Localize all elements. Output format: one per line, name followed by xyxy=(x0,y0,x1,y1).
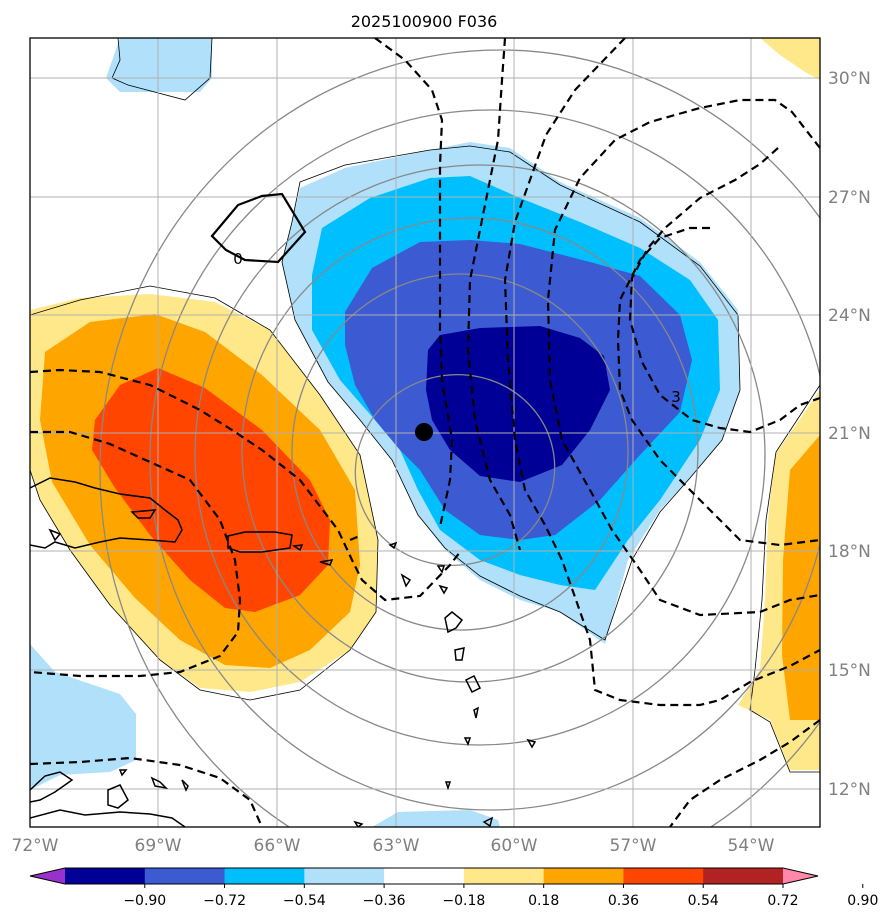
lat-label: 15°N xyxy=(828,661,871,681)
map-frame xyxy=(29,37,821,828)
colorbar-tick-label: −0.90 xyxy=(123,893,166,909)
colorbar-bin xyxy=(65,868,146,884)
solid-contour xyxy=(210,192,307,264)
field-contour-light-blue-sw xyxy=(30,644,136,790)
hispaniola-outline xyxy=(30,477,183,549)
colorbar-tick-label: 0.72 xyxy=(767,893,798,909)
field-contour-light-blue-north xyxy=(106,38,212,92)
colorbar-bin xyxy=(703,868,784,884)
colorbar-extend-high xyxy=(783,868,818,884)
contour-label-3: 3 xyxy=(671,388,681,406)
colorbar-bin xyxy=(384,868,465,884)
lon-label: 72°W xyxy=(12,836,59,856)
colorbar-tick-label: 0.18 xyxy=(528,893,559,909)
graticule xyxy=(30,38,820,827)
latitude-labels: 30°N 27°N 24°N 21°N 18°N 15°N 12°N xyxy=(828,69,871,800)
colorbar-tick-label: 0.90 xyxy=(847,893,878,909)
colorbar-bin xyxy=(463,868,545,884)
colorbar-tick-label: −0.72 xyxy=(203,893,246,909)
lon-label: 66°W xyxy=(254,836,301,856)
lat-label: 18°N xyxy=(828,542,871,562)
field-contour-light-blue-south xyxy=(372,810,500,827)
field-contour-yellow-northeast xyxy=(760,38,820,80)
gray-contours xyxy=(99,49,820,827)
lon-label: 60°W xyxy=(491,836,538,856)
lon-label: 69°W xyxy=(135,836,182,856)
storm-center-marker xyxy=(415,423,433,441)
lat-label: 24°N xyxy=(828,306,871,326)
lat-label: 30°N xyxy=(828,69,871,89)
lat-label: 12°N xyxy=(828,780,871,800)
lon-label: 57°W xyxy=(610,836,657,856)
colorbar-tick-label: 0.54 xyxy=(688,893,719,909)
map-area: 0 3 xyxy=(30,38,820,827)
colorbar-bin xyxy=(224,868,305,884)
field-contour-orange-east xyxy=(782,435,820,720)
colorbar-tick-label: 0.36 xyxy=(608,893,639,909)
colorbar-tick-label: −0.54 xyxy=(283,893,326,909)
lon-label: 54°W xyxy=(728,836,775,856)
colorbar-tick-label: −0.18 xyxy=(442,893,485,909)
colorbar-bin xyxy=(304,868,385,884)
colorbar-bin xyxy=(543,868,624,884)
lat-label: 21°N xyxy=(828,424,871,444)
longitude-labels: 72°W 69°W 66°W 63°W 60°W 57°W 54°W xyxy=(12,836,775,856)
field-contour-navy xyxy=(426,326,610,482)
lon-label: 63°W xyxy=(373,836,420,856)
lat-label: 27°N xyxy=(828,188,871,208)
contour-label-0: 0 xyxy=(233,250,243,268)
colorbar-bin xyxy=(623,868,704,884)
colorbar-bin xyxy=(144,868,226,884)
dashed-contours xyxy=(30,38,820,827)
colorbar-tick-label: −0.36 xyxy=(363,893,406,909)
map-title: 2025100900 F036 xyxy=(351,12,498,31)
colorbar: −0.90 −0.72 −0.54 −0.36 −0.18 0.18 0.36 0.54 0.7… xyxy=(29,867,878,909)
colorbar-extend-low xyxy=(30,868,65,884)
